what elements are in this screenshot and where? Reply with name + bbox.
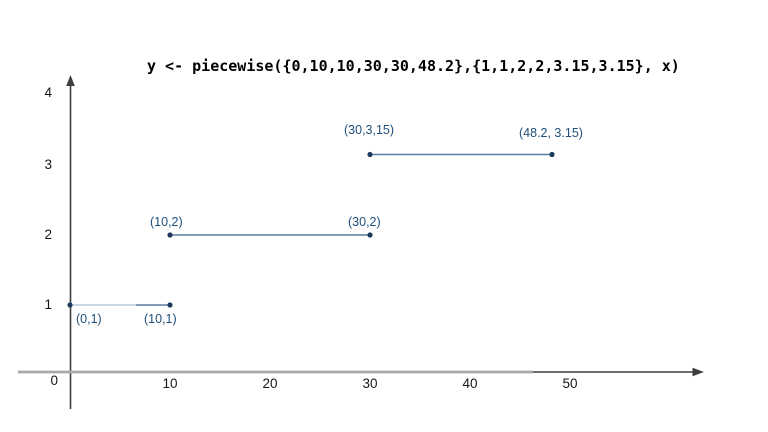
point-label-1: (10,1) — [144, 312, 177, 326]
y-tick-label-3: 3 — [44, 157, 52, 172]
x-tick-label-20: 20 — [262, 376, 278, 391]
data-point-dot — [67, 302, 73, 308]
point-label-0: (0,1) — [76, 312, 102, 326]
x-tick-label-10: 10 — [162, 376, 178, 391]
point-label-4: (30,3,15) — [344, 123, 395, 137]
y-tick-label-4: 4 — [44, 85, 52, 100]
x-axis-arrow-icon — [692, 367, 704, 377]
x-tick-label-50: 50 — [562, 376, 578, 391]
series-layer — [67, 151, 555, 308]
y-tick-label-1: 1 — [44, 297, 52, 312]
y-tick-label-2: 2 — [44, 227, 52, 242]
data-point-dot — [167, 232, 173, 238]
data-point-dot — [367, 232, 373, 238]
y-axis-arrow-icon — [66, 75, 75, 86]
data-point-dot — [367, 151, 373, 158]
data-point-dot — [167, 302, 173, 308]
x-tick-label-40: 40 — [462, 376, 478, 391]
origin-label: 0 — [50, 373, 58, 388]
plot-title: y <- piecewise({0,10,10,30,30,48.2},{1,1… — [147, 57, 680, 75]
point-label-2: (10,2) — [150, 215, 183, 229]
point-label-3: (30,2) — [348, 215, 381, 229]
x-tick-label-30: 30 — [362, 376, 378, 391]
data-point-dot — [549, 151, 555, 158]
point-label-5: (48.2, 3.15) — [519, 126, 583, 140]
